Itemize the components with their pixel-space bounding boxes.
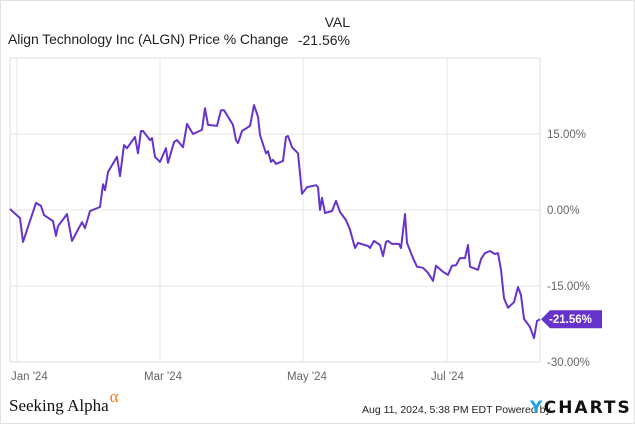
seeking-alpha-logo[interactable]: Seeking Alphaα: [9, 387, 119, 416]
alpha-icon: α: [109, 387, 119, 406]
horizontal-gridlines: [10, 133, 540, 287]
powered-by: Powered by: [495, 404, 551, 416]
ycharts-y-icon: Y: [530, 398, 544, 418]
value-column-value: -21.56%: [297, 32, 350, 48]
value-column-label: VAL: [324, 14, 350, 30]
x-axis-ticks: Jan '24 Mar '24 May '24 Jul '24: [11, 371, 464, 383]
y-tick-label: 15.00%: [547, 129, 586, 141]
value-column: VAL -21.56%: [288, 13, 350, 49]
timestamp: Aug 11, 2024, 5:38 PM EDT: [362, 404, 493, 416]
y-tick-label: -15.00%: [547, 281, 590, 293]
x-tick-label: Mar '24: [144, 371, 183, 383]
x-tick-label: May '24: [287, 371, 328, 383]
y-axis-ticks: 15.00% 0.00% -15.00% -30.00%: [547, 129, 590, 369]
ycharts-wordmark: CHARTS: [543, 398, 632, 418]
plot-area: [9, 57, 541, 363]
last-value-badge: -21.56%: [541, 310, 602, 329]
y-tick-label: -30.00%: [547, 357, 590, 369]
footer-timestamp: Aug 11, 2024, 5:38 PM EDT Powered by: [362, 404, 551, 416]
y-tick-label: 0.00%: [547, 205, 580, 217]
badge-label: -21.56%: [549, 314, 592, 326]
brand-name: Seeking Alpha: [9, 396, 109, 415]
ycharts-logo[interactable]: YCHARTS: [530, 398, 632, 418]
vertical-gridlines: [16, 58, 448, 362]
x-tick-label: Jan '24: [11, 371, 48, 383]
badge-shape: [541, 310, 602, 329]
series-title: Align Technology Inc (ALGN) Price % Chan…: [8, 31, 289, 47]
price-change-line: [9, 104, 541, 340]
x-tick-label: Jul '24: [431, 371, 464, 383]
